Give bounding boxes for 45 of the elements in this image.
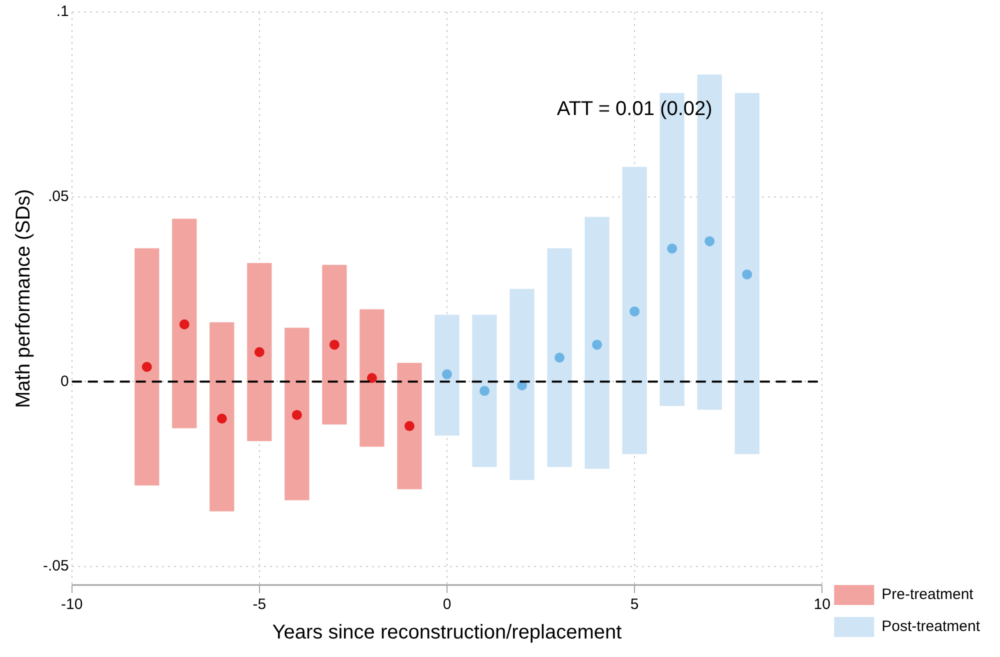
x-tick-label: 5: [630, 596, 639, 614]
x-tick-label: 10: [814, 596, 830, 614]
point: [667, 244, 678, 254]
point: [554, 352, 565, 363]
bar: [510, 288, 534, 480]
point: [216, 414, 227, 424]
x-axis-title: Years since reconstruction/replacement: [272, 622, 622, 644]
bar: [472, 314, 497, 468]
bar: [360, 309, 384, 447]
bar: [397, 362, 422, 490]
point: [742, 269, 752, 280]
point: [630, 306, 640, 316]
bar: [322, 264, 347, 425]
point: [592, 340, 602, 350]
x-tick-label: -5: [252, 596, 266, 614]
bar: [734, 93, 760, 454]
point: [292, 410, 302, 420]
bar: [434, 314, 460, 436]
point: [366, 372, 377, 383]
point: [179, 319, 190, 330]
y-axis-title: Math performance (SDs): [12, 189, 35, 408]
bar: [247, 263, 272, 442]
bar: [584, 216, 610, 469]
y-tick-label: .1: [56, 3, 69, 20]
bar: [547, 248, 572, 468]
bar: [622, 166, 647, 454]
point: [142, 362, 152, 372]
x-tick-label: -10: [61, 596, 83, 614]
point: [254, 347, 264, 358]
point: [442, 369, 452, 380]
point: [480, 386, 490, 396]
point: [329, 340, 340, 350]
y-tick-label: 0: [60, 372, 69, 390]
bar: [134, 248, 160, 486]
point: [404, 421, 414, 432]
y-tick-label: .05: [48, 188, 69, 205]
bar: [210, 322, 234, 512]
legend-label: Post-treatment: [882, 618, 981, 636]
x-tick-label: 0: [442, 596, 452, 614]
point: [704, 236, 715, 246]
annotation: ATT = 0.01 (0.02): [556, 98, 712, 120]
bar: [284, 328, 310, 500]
y-tick-label: -.05: [42, 558, 69, 575]
legend-label: Pre-treatment: [882, 586, 974, 604]
bar: [172, 218, 197, 428]
